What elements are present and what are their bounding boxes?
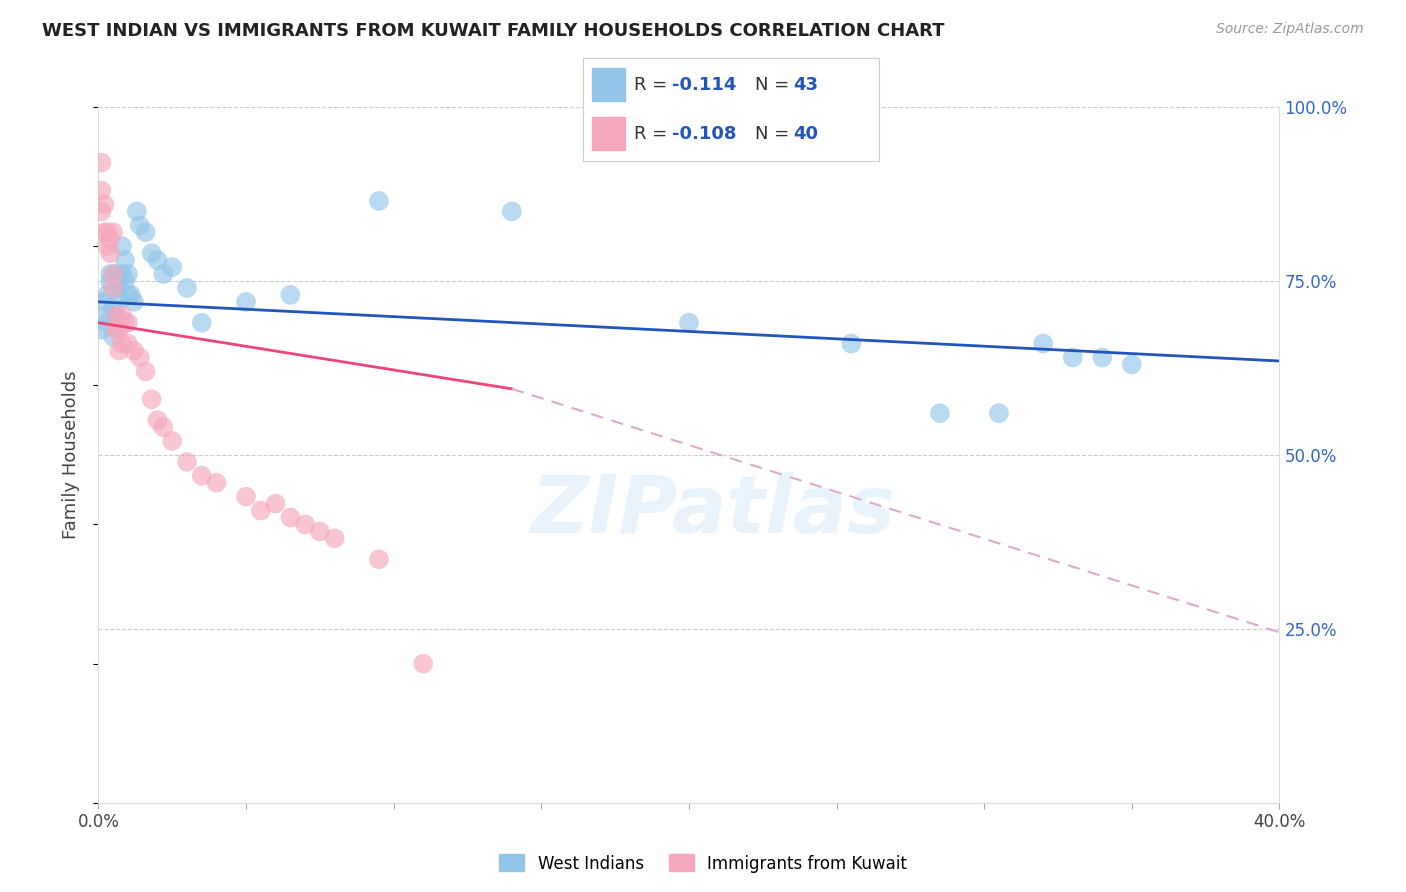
Point — [323, 532, 346, 546]
Point — [128, 219, 150, 233]
Point — [114, 316, 136, 330]
Point — [117, 316, 139, 330]
Point — [141, 246, 163, 260]
Text: 40: 40 — [793, 125, 818, 143]
Point — [108, 343, 131, 358]
Point — [103, 225, 125, 239]
Point — [146, 253, 169, 268]
Point — [122, 343, 145, 358]
Point — [501, 204, 523, 219]
Point — [135, 364, 157, 378]
Text: R =: R = — [634, 125, 672, 143]
Text: N =: N = — [755, 125, 794, 143]
Point — [1121, 358, 1143, 372]
Point — [280, 510, 302, 524]
Point — [114, 253, 136, 268]
Point — [125, 204, 148, 219]
Text: WEST INDIAN VS IMMIGRANTS FROM KUWAIT FAMILY HOUSEHOLDS CORRELATION CHART: WEST INDIAN VS IMMIGRANTS FROM KUWAIT FA… — [42, 22, 945, 40]
Point — [105, 309, 128, 323]
Point — [108, 294, 131, 309]
Point — [205, 475, 228, 490]
Point — [309, 524, 332, 539]
Point — [368, 552, 391, 566]
Point — [678, 316, 700, 330]
Point — [105, 323, 128, 337]
Point — [117, 288, 139, 302]
Point — [117, 267, 139, 281]
Point — [111, 309, 134, 323]
Point — [412, 657, 434, 671]
Point — [96, 239, 118, 253]
Point — [141, 392, 163, 407]
Point — [280, 288, 302, 302]
Point — [90, 155, 112, 169]
Point — [90, 184, 112, 198]
Point — [120, 288, 142, 302]
Legend: West Indians, Immigrants from Kuwait: West Indians, Immigrants from Kuwait — [492, 847, 914, 880]
Point — [176, 281, 198, 295]
Point — [111, 239, 134, 253]
Point — [93, 309, 115, 323]
Point — [1062, 351, 1084, 365]
Point — [103, 301, 125, 316]
Text: -0.108: -0.108 — [672, 125, 737, 143]
Bar — [592, 118, 624, 150]
Point — [96, 288, 118, 302]
Point — [96, 316, 118, 330]
Point — [176, 455, 198, 469]
Point — [96, 225, 118, 239]
Text: -0.114: -0.114 — [672, 76, 737, 94]
Point — [128, 351, 150, 365]
Point — [93, 294, 115, 309]
Point — [988, 406, 1011, 420]
Point — [250, 503, 273, 517]
Point — [1091, 351, 1114, 365]
Point — [114, 274, 136, 288]
Point — [103, 281, 125, 295]
Point — [108, 281, 131, 295]
Point — [98, 232, 121, 246]
Point — [98, 246, 121, 260]
Point — [90, 323, 112, 337]
Point — [264, 497, 287, 511]
Y-axis label: Family Households: Family Households — [62, 371, 80, 539]
Point — [191, 468, 214, 483]
Point — [105, 267, 128, 281]
Point — [162, 260, 183, 274]
Point — [135, 225, 157, 239]
Point — [111, 336, 134, 351]
Text: ZIPatlas: ZIPatlas — [530, 472, 896, 549]
Text: 43: 43 — [793, 76, 818, 94]
Point — [152, 267, 174, 281]
Point — [111, 267, 134, 281]
Point — [93, 197, 115, 211]
Text: R =: R = — [634, 76, 672, 94]
Point — [103, 329, 125, 343]
Point — [162, 434, 183, 448]
Point — [117, 336, 139, 351]
Point — [108, 323, 131, 337]
Text: N =: N = — [755, 76, 794, 94]
FancyBboxPatch shape — [583, 58, 879, 161]
Point — [152, 420, 174, 434]
Point — [105, 309, 128, 323]
Point — [98, 267, 121, 281]
Bar — [592, 69, 624, 101]
Point — [98, 274, 121, 288]
Point — [1032, 336, 1054, 351]
Point — [191, 316, 214, 330]
Point — [90, 204, 112, 219]
Point — [235, 490, 257, 504]
Point — [105, 274, 128, 288]
Point — [122, 294, 145, 309]
Point — [103, 267, 125, 281]
Point — [93, 225, 115, 239]
Point — [929, 406, 952, 420]
Point — [235, 294, 257, 309]
Point — [146, 413, 169, 427]
Text: Source: ZipAtlas.com: Source: ZipAtlas.com — [1216, 22, 1364, 37]
Point — [368, 194, 391, 208]
Point — [294, 517, 316, 532]
Point — [841, 336, 863, 351]
